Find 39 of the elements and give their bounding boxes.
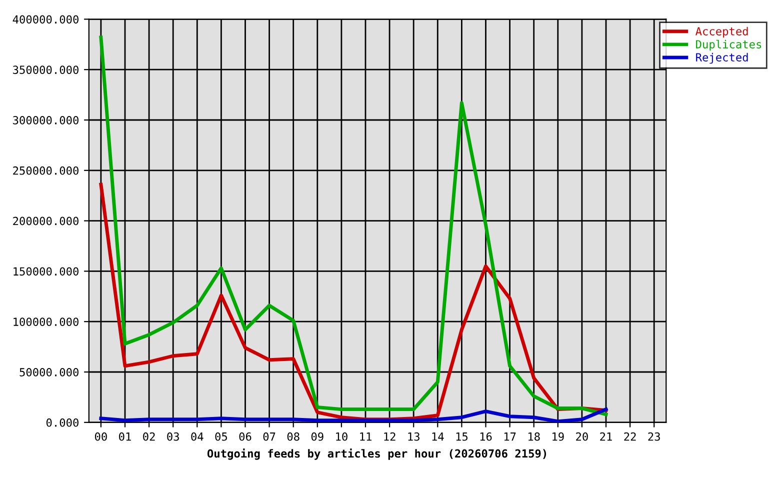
legend-label: Rejected — [696, 52, 748, 64]
x-tick-label: 17 — [504, 432, 516, 441]
x-tick-label: 20 — [576, 432, 588, 441]
x-tick-label: 00 — [94, 432, 107, 441]
x-tick-label: 03 — [167, 432, 179, 441]
x-tick-label: 05 — [215, 432, 227, 441]
x-tick-label: 13 — [408, 432, 420, 441]
y-tick-label: 300000.000 — [13, 116, 78, 124]
line-series — [99, 36, 608, 416]
line-series — [99, 408, 608, 422]
x-tick-label: 01 — [119, 432, 131, 441]
y-tick-label: 200000.000 — [13, 216, 78, 226]
x-tick-label: 12 — [384, 432, 396, 441]
x-tick-label: 15 — [456, 432, 468, 441]
x-tick-label: 08 — [287, 432, 300, 441]
legend-label: Duplicates — [696, 40, 762, 51]
x-tick-label: 02 — [143, 432, 155, 441]
x-tick-label: 07 — [263, 432, 276, 441]
x-tick-label: 23 — [648, 432, 660, 441]
x-tick-label: 14 — [432, 432, 444, 441]
y-tick-label: 100000.000 — [14, 318, 78, 326]
x-tick-label: 19 — [552, 432, 564, 441]
x-tick-label: 16 — [480, 432, 492, 441]
y-tick-label: 0.000 — [46, 418, 78, 427]
x-tick-label: 18 — [528, 432, 540, 441]
x-tick-label: 04 — [191, 432, 204, 441]
x-tick-label: 22 — [624, 432, 636, 441]
x-tick-label: 21 — [600, 432, 612, 441]
x-axis-title: Outgoing feeds by articles per hour (20260706 2159) — [207, 448, 546, 460]
x-tick-label: 06 — [239, 432, 252, 441]
x-tick-label: 10 — [336, 432, 348, 441]
y-tick-label: 400000.000 — [12, 15, 78, 24]
legend-label: Accepted — [696, 26, 748, 38]
y-tick-label: 50000.000 — [20, 368, 78, 376]
y-tick-label: 150000.000 — [14, 267, 78, 276]
y-tick-label: 250000.000 — [13, 166, 78, 175]
y-tick-label: 350000.000 — [13, 66, 78, 74]
x-tick-label: 09 — [311, 432, 324, 441]
x-tick-label: 11 — [360, 432, 372, 441]
